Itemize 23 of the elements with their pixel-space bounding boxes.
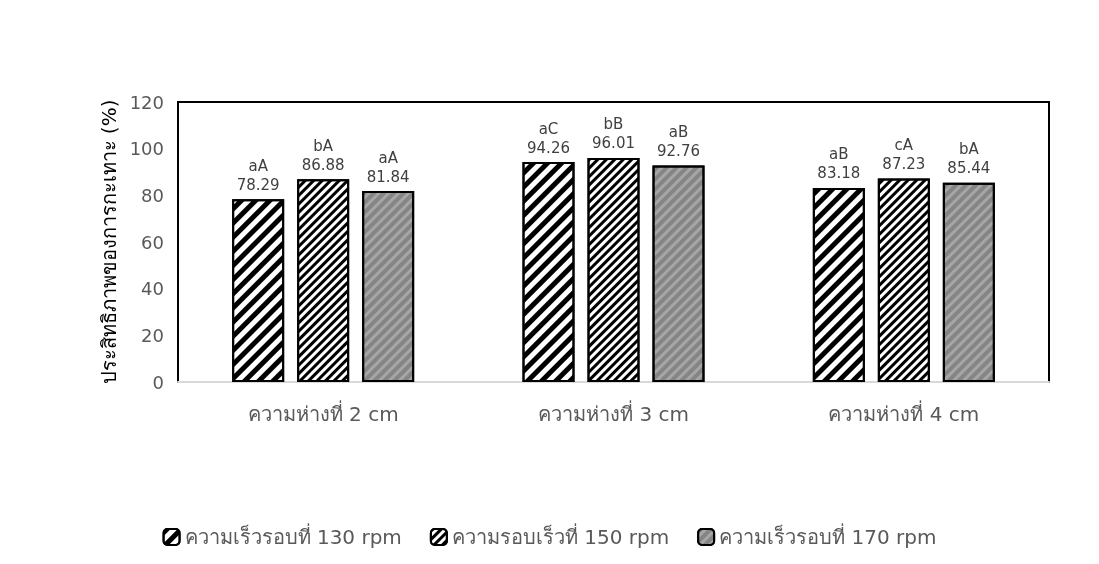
data-label: aA 81.84 bbox=[366, 148, 410, 186]
legend-label: ความรอบเร็วที่ 150 rpm bbox=[451, 523, 670, 549]
data-label: aC 94.26 bbox=[527, 119, 570, 157]
y-axis-title: ประสิทธิภาพของการกะเทาะ (%) bbox=[96, 99, 121, 385]
y-tick-label: 40 bbox=[141, 278, 164, 300]
y-tick-label: 120 bbox=[129, 91, 164, 113]
legend-label: ความเร็วรอบที่ 170 rpm bbox=[719, 523, 937, 549]
data-label: aB 92.76 bbox=[657, 123, 700, 161]
x-tick-label: ความห่างที่ 4 cm bbox=[828, 400, 980, 426]
y-tick-label: 60 bbox=[141, 231, 164, 253]
data-label: bA 85.44 bbox=[947, 140, 991, 178]
legend-label: ความเร็วรอบที่ 130 rpm bbox=[184, 523, 402, 549]
data-label: aB 83.18 bbox=[817, 145, 861, 183]
x-tick-label: ความห่างที่ 3 cm bbox=[538, 400, 689, 426]
y-tick-label: 100 bbox=[129, 138, 164, 160]
x-tick-label: ความห่างที่ 2 cm bbox=[247, 400, 399, 426]
y-tick-label: 80 bbox=[141, 184, 164, 206]
y-tick-label: 20 bbox=[141, 324, 164, 346]
y-tick-label: 0 bbox=[152, 371, 164, 393]
data-label: bA 86.88 bbox=[301, 136, 345, 174]
data-label: aA 78.29 bbox=[236, 156, 280, 194]
data-label: cA 87.23 bbox=[882, 135, 926, 173]
data-label: bB 96.01 bbox=[592, 115, 635, 153]
